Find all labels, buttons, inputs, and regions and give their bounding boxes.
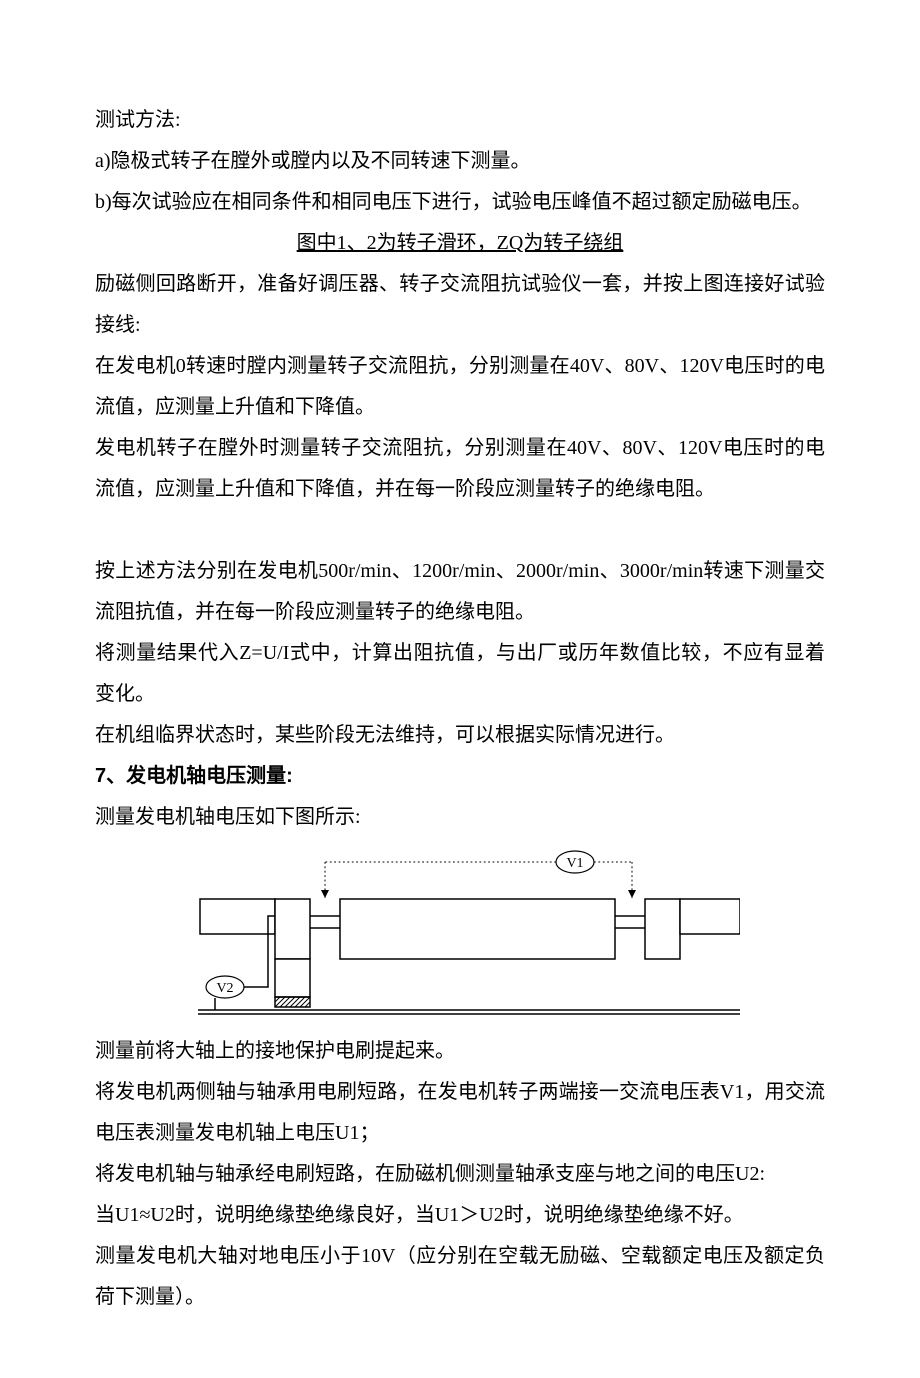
para-under-10v: 测量发电机大轴对地电压小于10V（应分别在空载无励磁、空载额定电压及额定负荷下测…	[95, 1236, 825, 1318]
para-z-formula: 将测量结果代入Z=U/I式中，计算出阻抗值，与出厂或历年数值比较，不应有显着变化…	[95, 633, 825, 715]
svg-text:V1: V1	[566, 856, 583, 871]
para-outside-bore: 发电机转子在膛外时测量转子交流阻抗，分别测量在40V、80V、120V电压时的电…	[95, 428, 825, 510]
para-shaft-voltage-intro: 测量发电机轴电压如下图所示:	[95, 797, 825, 838]
para-critical-state: 在机组临界状态时，某些阶段无法维持，可以根据实际情况进行。	[95, 715, 825, 756]
para-lift-brush: 测量前将大轴上的接地保护电刷提起来。	[95, 1031, 825, 1072]
svg-text:V2: V2	[216, 981, 233, 996]
figure-caption-zq: 图中1、2为转子滑环，ZQ为转子绕组	[95, 223, 825, 264]
para-zero-speed: 在发电机0转速时膛内测量转子交流阻抗，分别测量在40V、80V、120V电压时的…	[95, 346, 825, 428]
para-speed-sweep: 按上述方法分别在发电机500r/min、1200r/min、2000r/min、…	[95, 551, 825, 633]
para-compare-u1-u2: 当U1≈U2时，说明绝缘垫绝缘良好，当U1＞U2时，说明绝缘垫绝缘不好。	[95, 1195, 825, 1236]
shaft-voltage-schematic-svg: V1 V2	[180, 844, 740, 1029]
para-method-b: b)每次试验应在相同条件和相同电压下进行，试验电压峰值不超过额定励磁电压。	[95, 182, 825, 223]
para-excitation-open: 励磁侧回路断开，准备好调压器、转子交流阻抗试验仪一套，并按上图连接好试验接线:	[95, 264, 825, 346]
document-page: 测试方法: a)隐极式转子在膛外或膛内以及不同转速下测量。 b)每次试验应在相同…	[0, 0, 920, 1378]
blank-line	[95, 510, 825, 551]
shaft-voltage-diagram: V1 V2	[95, 838, 825, 1031]
para-method-a: a)隐极式转子在膛外或膛内以及不同转速下测量。	[95, 141, 825, 182]
para-measure-u2: 将发电机轴与轴承经电刷短路，在励磁机侧测量轴承支座与地之间的电压U2:	[95, 1154, 825, 1195]
heading-section-7: 7、发电机轴电压测量:	[95, 756, 825, 797]
para-test-method-heading: 测试方法:	[95, 100, 825, 141]
para-measure-u1: 将发电机两侧轴与轴承用电刷短路，在发电机转子两端接一交流电压表V1，用交流电压表…	[95, 1072, 825, 1154]
